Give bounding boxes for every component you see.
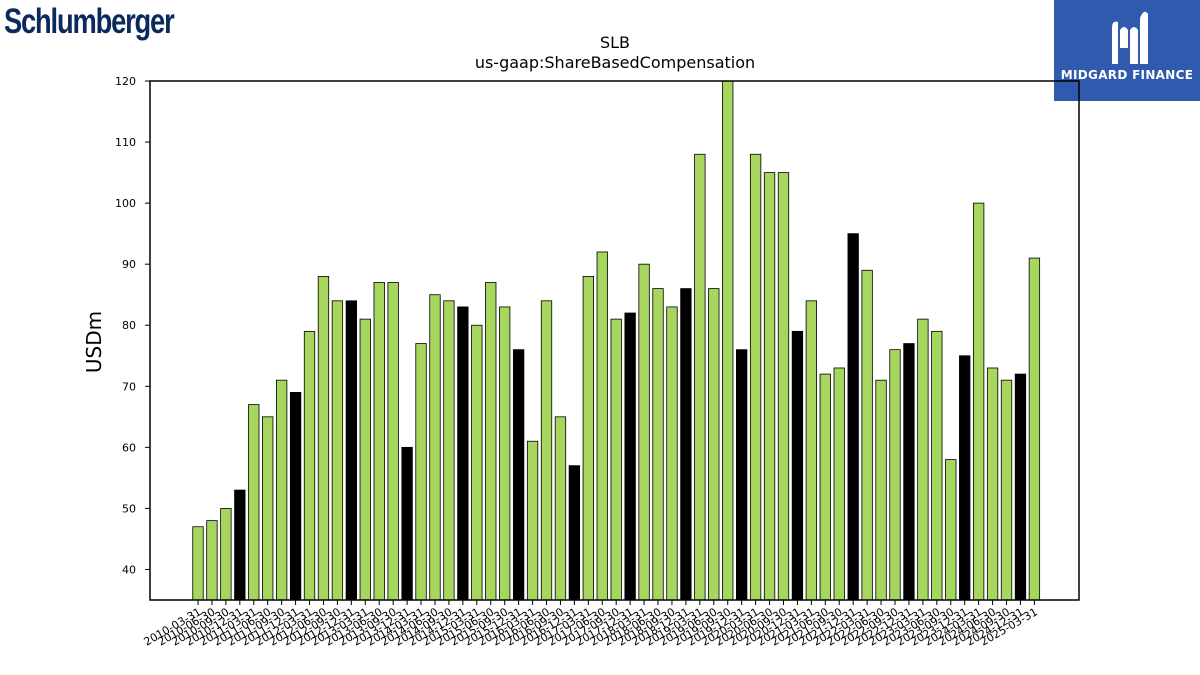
midgard-mark-icon xyxy=(1112,11,1148,65)
bar-2018-03-31 xyxy=(638,263,650,601)
bar-2011-09-30 xyxy=(275,379,288,601)
bar-2023-03-31 xyxy=(917,318,929,601)
bar-2012-12-31 xyxy=(345,300,357,601)
bar-2022-12-31 xyxy=(903,343,915,601)
schlumberger-logo-text: Schlumberger xyxy=(4,2,175,41)
y-axis-ticks: 40 50 60 70 80 90 100 110 120 xyxy=(115,75,150,576)
bar-2013-12-31 xyxy=(401,446,413,601)
bar-2024-03-31 xyxy=(972,202,985,601)
bar-2023-06-30 xyxy=(931,330,943,601)
bar-2022-03-31 xyxy=(861,269,873,601)
x-axis-ticks: 2010-03-312010-06-302010-09-302010-12-31… xyxy=(142,600,1040,649)
bar-2018-06-30 xyxy=(652,288,664,601)
y-tick-label: 90 xyxy=(122,258,136,271)
bar-2014-03-31 xyxy=(415,343,427,601)
bar-2024-12-31 xyxy=(1014,373,1027,601)
bar-2013-06-30 xyxy=(373,282,385,601)
bar-2014-06-30 xyxy=(429,294,441,601)
midgard-finance-logo-text: MIDGARD FINANCE xyxy=(1060,68,1194,82)
bar-2017-03-31 xyxy=(582,275,594,601)
bar-2017-06-30 xyxy=(596,251,608,601)
y-tick-label: 100 xyxy=(115,197,136,210)
bar-2015-12-31 xyxy=(512,349,525,601)
bar-2017-12-31 xyxy=(624,312,636,601)
bar-2020-09-30 xyxy=(777,172,790,601)
bar-2021-03-31 xyxy=(805,300,818,601)
bar-2023-12-31 xyxy=(959,355,971,601)
bar-2010-06-30 xyxy=(206,520,218,601)
bar-2019-09-30 xyxy=(722,80,734,601)
bars-group xyxy=(192,80,1041,601)
plot-frame xyxy=(149,80,1080,601)
bar-2012-09-30 xyxy=(331,300,344,601)
bar-2016-03-31 xyxy=(526,440,539,601)
chart-title: SLB xyxy=(600,33,630,52)
y-tick-label: 80 xyxy=(122,319,136,332)
bar-2016-12-31 xyxy=(568,465,581,601)
bar-2021-09-30 xyxy=(833,367,845,601)
y-tick-label: 110 xyxy=(115,136,136,149)
bar-2013-03-31 xyxy=(359,318,371,601)
bar-2023-09-30 xyxy=(945,459,957,601)
bar-2013-09-30 xyxy=(387,282,399,601)
bar-2012-06-30 xyxy=(317,275,330,601)
bar-2018-12-31 xyxy=(680,288,692,601)
bar-2012-03-31 xyxy=(303,330,316,601)
bar-2011-03-31 xyxy=(248,404,260,601)
bar-2011-12-31 xyxy=(289,391,302,601)
midgard-finance-logo: MIDGARD FINANCE xyxy=(1054,0,1200,101)
bar-2015-06-30 xyxy=(485,282,497,601)
bar-2022-09-30 xyxy=(889,349,901,601)
y-tick-label: 50 xyxy=(122,502,136,515)
bar-2017-09-30 xyxy=(610,318,622,601)
bar-2014-12-31 xyxy=(457,306,469,601)
y-tick-label: 60 xyxy=(122,441,136,454)
bar-2010-03-31 xyxy=(192,526,204,601)
bar-2020-06-30 xyxy=(763,172,776,601)
bar-2014-09-30 xyxy=(443,300,455,601)
bar-2011-06-30 xyxy=(262,416,274,601)
chart-subtitle: us-gaap:ShareBasedCompensation xyxy=(475,53,755,72)
bar-2020-03-31 xyxy=(749,153,762,601)
bar-2016-09-30 xyxy=(554,416,567,601)
bar-2025-03-31 xyxy=(1028,257,1041,601)
bar-2019-06-30 xyxy=(708,288,720,601)
schlumberger-logo: Schlumberger xyxy=(4,2,175,42)
bar-2019-03-31 xyxy=(694,153,706,601)
bar-2016-06-30 xyxy=(540,300,553,601)
bar-2019-12-31 xyxy=(736,349,748,601)
bar-2010-09-30 xyxy=(220,508,232,601)
bar-2024-06-30 xyxy=(986,367,999,601)
bar-2020-12-31 xyxy=(791,330,804,601)
bar-2024-09-30 xyxy=(1000,379,1013,601)
y-tick-label: 120 xyxy=(115,75,136,88)
bar-2021-06-30 xyxy=(819,373,831,601)
bar-2015-03-31 xyxy=(471,324,483,601)
bar-2015-09-30 xyxy=(499,306,511,601)
bar-2021-12-31 xyxy=(847,233,859,601)
y-tick-label: 40 xyxy=(122,563,136,576)
y-axis-label: USDm xyxy=(82,311,106,373)
bar-2010-12-31 xyxy=(234,489,246,601)
y-tick-label: 70 xyxy=(122,380,136,393)
bar-2018-09-30 xyxy=(666,306,678,601)
bar-2022-06-30 xyxy=(875,379,887,601)
